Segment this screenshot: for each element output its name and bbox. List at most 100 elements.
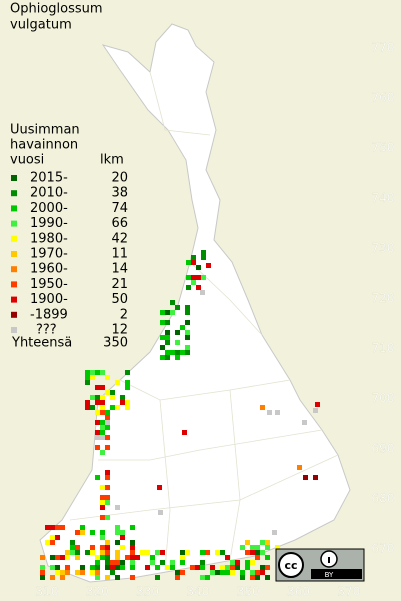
observation-square <box>100 400 105 405</box>
observation-square <box>95 570 100 575</box>
observation-square <box>115 550 120 555</box>
observation-square <box>302 420 307 425</box>
observation-square <box>175 355 180 360</box>
observation-square <box>160 335 165 340</box>
observation-square <box>150 555 155 560</box>
observation-square <box>90 375 95 380</box>
observation-square <box>55 565 60 570</box>
observation-square <box>180 550 185 555</box>
observation-square <box>120 530 125 535</box>
observation-square <box>160 560 165 565</box>
observation-square <box>130 560 135 565</box>
observation-square <box>230 570 235 575</box>
observation-square <box>100 500 105 505</box>
observation-square <box>120 395 125 400</box>
observation-square <box>100 435 105 440</box>
observation-square <box>165 565 170 570</box>
observation-square <box>80 570 85 575</box>
legend-label: 2000- <box>30 201 68 216</box>
observation-square <box>201 250 206 255</box>
observation-square <box>100 370 105 375</box>
observation-square <box>115 380 120 385</box>
observation-square <box>110 405 115 410</box>
observation-square <box>175 575 180 580</box>
observation-square <box>95 395 100 400</box>
cc-text: cc <box>284 559 297 572</box>
observation-square <box>100 555 105 560</box>
observation-square <box>85 375 90 380</box>
by-text: BY <box>325 571 334 579</box>
observation-square <box>75 550 80 555</box>
observation-square <box>85 400 90 405</box>
observation-square <box>90 545 95 550</box>
observation-square <box>220 570 225 575</box>
legend-count: 50 <box>111 292 128 307</box>
observation-square <box>105 415 110 420</box>
observation-square <box>75 530 80 535</box>
observation-square <box>260 570 265 575</box>
observation-square <box>115 405 120 410</box>
axes: 770 760 750 740 730 720 710 700 690 680 670 310 320 3… <box>35 40 395 599</box>
observation-square <box>260 405 265 410</box>
observation-square <box>267 410 272 415</box>
observation-square <box>80 565 85 570</box>
observation-square <box>105 500 110 505</box>
observation-square <box>155 550 160 555</box>
observation-square <box>165 335 170 340</box>
observation-square <box>205 550 210 555</box>
title: Ophioglossum <box>10 2 103 17</box>
observation-square <box>150 560 155 565</box>
observation-square <box>130 575 135 580</box>
observation-square <box>250 550 255 555</box>
observation-square <box>250 570 255 575</box>
observation-square <box>170 300 175 305</box>
observation-square <box>105 575 110 580</box>
observation-square <box>225 570 230 575</box>
observation-square <box>45 525 50 530</box>
observation-square <box>85 405 90 410</box>
legend-swatch <box>11 190 17 197</box>
observation-square <box>255 575 260 580</box>
y-axis-label: 750 <box>372 141 395 155</box>
observation-square <box>100 425 105 430</box>
y-axis-label: 740 <box>372 191 395 205</box>
legend-count-header: lkm <box>100 153 124 168</box>
observation-square <box>180 325 185 330</box>
observation-square <box>206 263 211 268</box>
observation-square <box>240 545 245 550</box>
observation-square <box>185 320 190 325</box>
observation-square <box>175 305 180 310</box>
observation-square <box>245 540 250 545</box>
observation-square <box>105 565 110 570</box>
observation-square <box>265 545 270 550</box>
observation-square <box>50 555 55 560</box>
observation-square <box>65 550 70 555</box>
x-axis-label: 360 <box>287 585 310 599</box>
observation-square <box>105 485 110 490</box>
observation-square <box>70 545 75 550</box>
observation-square <box>175 570 180 575</box>
observation-square <box>195 565 200 570</box>
observation-square <box>90 395 95 400</box>
observation-square <box>260 540 265 545</box>
legend-swatch <box>11 235 17 242</box>
observation-square <box>105 550 110 555</box>
legend-label: 1980- <box>30 231 68 246</box>
observation-square <box>191 260 196 265</box>
observation-square <box>85 380 90 385</box>
y-axis-label: 670 <box>372 542 395 556</box>
observation-squares <box>40 250 320 580</box>
title: vulgatum <box>10 18 72 33</box>
observation-square <box>90 570 95 575</box>
observation-square <box>100 495 105 500</box>
observation-square <box>110 395 115 400</box>
observation-square <box>160 310 165 315</box>
observation-square <box>260 550 265 555</box>
observation-square <box>40 575 45 580</box>
observation-square <box>125 405 130 410</box>
observation-square <box>100 410 105 415</box>
observation-square <box>105 390 110 395</box>
observation-square <box>130 550 135 555</box>
observation-square <box>100 395 105 400</box>
observation-square <box>130 545 135 550</box>
